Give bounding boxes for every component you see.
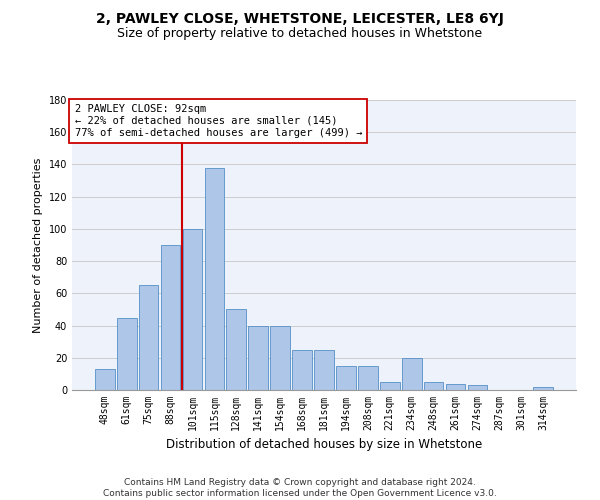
Bar bbox=[402, 358, 422, 390]
Bar bbox=[314, 350, 334, 390]
Bar bbox=[248, 326, 268, 390]
Bar bbox=[139, 286, 158, 390]
Text: Size of property relative to detached houses in Whetstone: Size of property relative to detached ho… bbox=[118, 28, 482, 40]
Bar bbox=[270, 326, 290, 390]
Bar bbox=[161, 245, 181, 390]
Text: 2, PAWLEY CLOSE, WHETSTONE, LEICESTER, LE8 6YJ: 2, PAWLEY CLOSE, WHETSTONE, LEICESTER, L… bbox=[96, 12, 504, 26]
Text: Contains HM Land Registry data © Crown copyright and database right 2024.
Contai: Contains HM Land Registry data © Crown c… bbox=[103, 478, 497, 498]
Bar bbox=[336, 366, 356, 390]
Y-axis label: Number of detached properties: Number of detached properties bbox=[33, 158, 43, 332]
Text: 2 PAWLEY CLOSE: 92sqm
← 22% of detached houses are smaller (145)
77% of semi-det: 2 PAWLEY CLOSE: 92sqm ← 22% of detached … bbox=[74, 104, 362, 138]
Bar bbox=[533, 387, 553, 390]
Bar bbox=[424, 382, 443, 390]
Bar bbox=[467, 385, 487, 390]
Bar bbox=[380, 382, 400, 390]
X-axis label: Distribution of detached houses by size in Whetstone: Distribution of detached houses by size … bbox=[166, 438, 482, 452]
Bar bbox=[95, 369, 115, 390]
Bar bbox=[117, 318, 137, 390]
Bar bbox=[446, 384, 466, 390]
Bar bbox=[205, 168, 224, 390]
Bar bbox=[358, 366, 378, 390]
Bar bbox=[226, 310, 246, 390]
Bar bbox=[292, 350, 312, 390]
Bar bbox=[182, 229, 202, 390]
